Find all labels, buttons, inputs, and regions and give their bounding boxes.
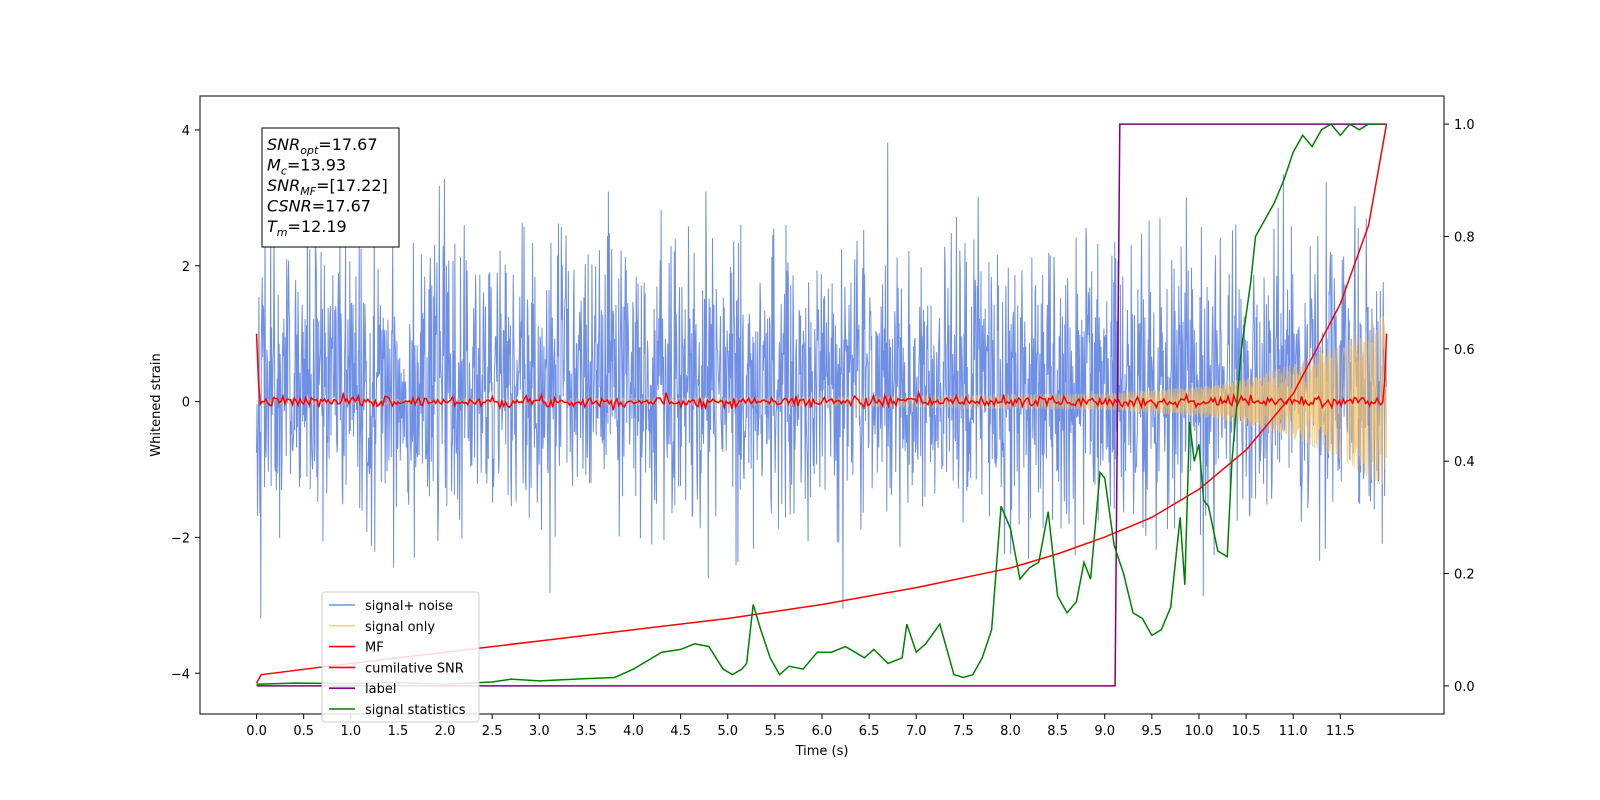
x-tick-label: 0.5 (293, 724, 314, 739)
x-tick-label: 6.5 (859, 724, 880, 739)
x-axis-label: Time (s) (795, 744, 849, 759)
x-tick-label: 4.5 (670, 724, 691, 739)
y-tick-label-left: 4 (182, 124, 190, 139)
annotation-box: SNRopt=17.67Mc=13.93SNRMF=[17.22]CSNR=17… (261, 127, 400, 248)
x-tick-label: 8.0 (1000, 724, 1021, 739)
y-axis-label: Whitened strain (149, 353, 164, 456)
legend-entry-signal-noise: signal+ noise (365, 599, 453, 614)
y-tick-label-right: 0.0 (1454, 680, 1475, 695)
x-tick-label: 10.0 (1184, 724, 1213, 739)
legend-frame (321, 591, 480, 723)
annotation-line: Tm=12.19 (267, 217, 347, 239)
legend-entry-mf: MF (365, 641, 384, 656)
y-axis-left: −4 −2 0 2 4 (171, 124, 200, 682)
series-signal-noise (256, 142, 1388, 619)
y-tick-label-left: −4 (171, 667, 190, 682)
annotation-frame (261, 127, 400, 248)
x-tick-label: 10.5 (1232, 724, 1261, 739)
x-tick-label: 3.0 (529, 724, 550, 739)
series-label (256, 123, 1387, 687)
y-tick-label-left: −2 (171, 531, 190, 546)
x-axis: 0.0 0.5 1.0 1.5 2.0 2.5 3.0 3.5 4.0 4.5 5.0 5.5 6.0 6… (246, 714, 1355, 739)
legend-entry-signal-statistics: signal statistics (365, 703, 466, 718)
series-mf (255, 333, 1388, 411)
annotation-line: Mc=13.93 (267, 156, 346, 178)
y-tick-label-right: 0.6 (1454, 343, 1475, 358)
x-tick-label: 7.5 (953, 724, 974, 739)
x-tick-label: 7.0 (906, 724, 927, 739)
legend: signal+ noise signal only MF cumilative SNR… (321, 591, 480, 723)
y-tick-label-right: 0.4 (1454, 455, 1475, 470)
x-tick-label: 1.5 (388, 724, 409, 739)
x-tick-label: 1.0 (340, 724, 361, 739)
x-tick-label: 4.0 (623, 724, 644, 739)
x-tick-label: 2.5 (482, 724, 503, 739)
annotation-line: CSNR=17.67 (267, 197, 371, 216)
x-tick-label: 0.0 (246, 724, 267, 739)
x-tick-label: 9.5 (1142, 724, 1163, 739)
x-tick-label: 5.5 (765, 724, 786, 739)
y-tick-label-right: 0.8 (1454, 230, 1475, 245)
x-tick-label: 2.0 (435, 724, 456, 739)
x-tick-label: 11.0 (1279, 724, 1308, 739)
legend-entry-cumilative-snr: cumilative SNR (365, 661, 464, 676)
y-tick-label-left: 0 (182, 396, 190, 411)
y-axis-right: 0.0 0.2 0.4 0.6 0.8 1.0 (1444, 118, 1475, 695)
legend-entry-label: label (365, 682, 396, 697)
series-signal-statistics (256, 123, 1383, 685)
x-tick-label: 8.5 (1047, 724, 1068, 739)
x-tick-label: 5.0 (717, 724, 738, 739)
annotation-line: SNRopt=17.67 (267, 135, 378, 157)
x-tick-label: 3.5 (576, 724, 597, 739)
x-tick-label: 6.0 (812, 724, 833, 739)
y-tick-label-right: 0.2 (1454, 568, 1475, 583)
annotation-line: SNRMF=[17.22] (267, 176, 388, 198)
x-tick-label: 9.0 (1094, 724, 1115, 739)
y-tick-label-left: 2 (182, 260, 190, 275)
x-tick-label: 11.5 (1326, 724, 1355, 739)
y-tick-label-right: 1.0 (1454, 118, 1475, 133)
legend-entry-signal-only: signal only (365, 620, 435, 635)
